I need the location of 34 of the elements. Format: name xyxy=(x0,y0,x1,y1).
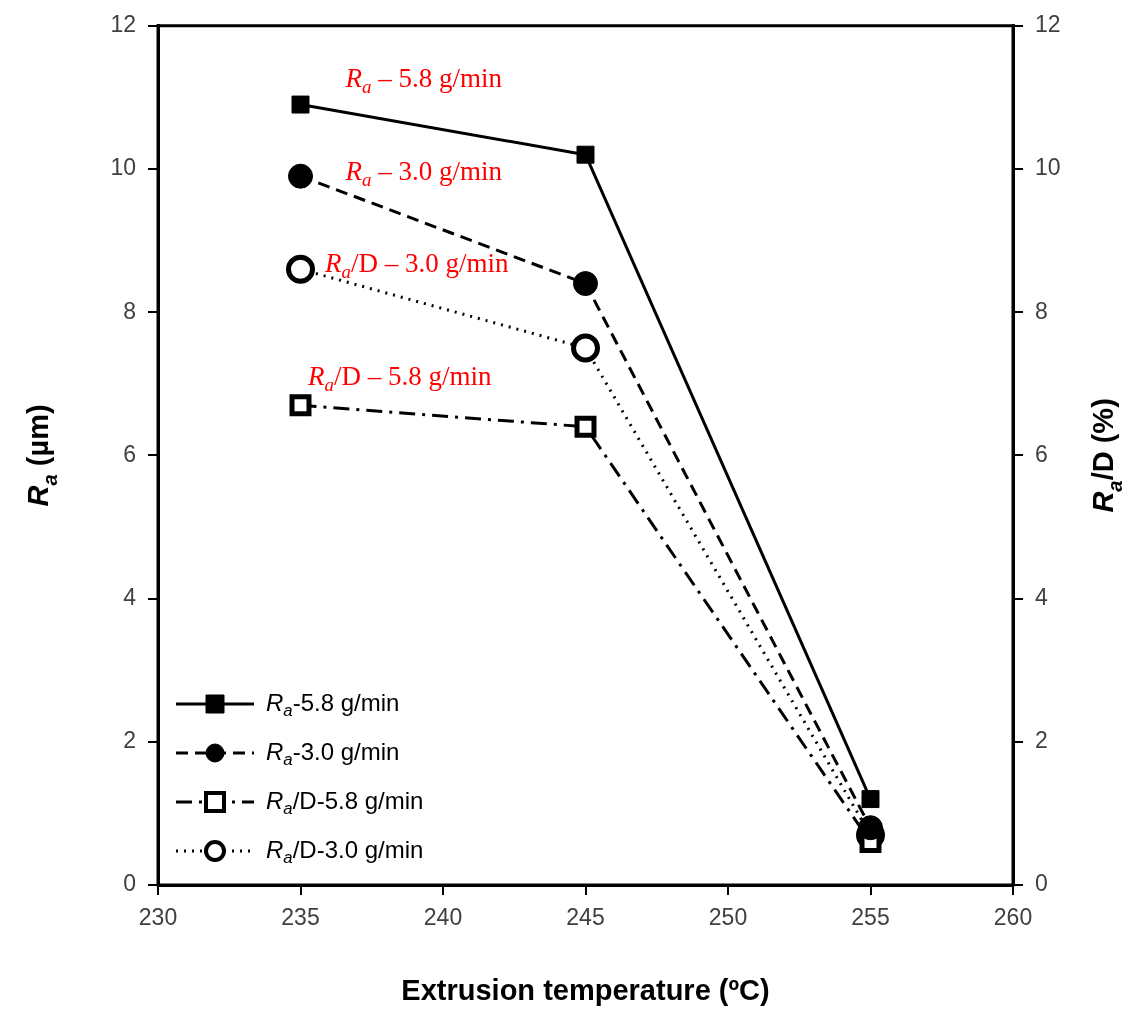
y2-tick-label: 8 xyxy=(1035,297,1048,324)
y-tick-label: 4 xyxy=(123,583,137,610)
point xyxy=(576,145,595,164)
y2-tick-label: 6 xyxy=(1035,440,1048,467)
x-tick-label: 240 xyxy=(423,904,463,931)
x-tick-label: 255 xyxy=(851,904,890,931)
point xyxy=(289,394,312,417)
x-axis-title: Extrusion temperature (ºC) xyxy=(401,974,770,1006)
y2-tick-label: 2 xyxy=(1035,727,1048,754)
y-tick-label: 6 xyxy=(123,440,136,467)
y2-tick-label: 4 xyxy=(1035,583,1048,610)
point xyxy=(571,333,600,363)
y-tick-label: 2 xyxy=(123,727,136,754)
point xyxy=(861,790,880,809)
y2-tick-label: 10 xyxy=(1035,154,1061,181)
point xyxy=(286,254,315,284)
point xyxy=(291,95,310,114)
point xyxy=(858,815,883,841)
x-tick-label: 235 xyxy=(281,904,320,931)
y2-axis-title: Ra/D (%) xyxy=(1087,398,1126,513)
point xyxy=(288,163,313,189)
x-tick-label: 230 xyxy=(138,904,178,931)
y-axis-title: Ra (µm) xyxy=(22,404,61,507)
y-tick-label: 0 xyxy=(123,870,136,897)
y-tick-label: 8 xyxy=(123,297,136,324)
x-tick-label: 250 xyxy=(708,904,748,931)
x-tick-label: 260 xyxy=(993,904,1033,931)
point xyxy=(573,271,598,297)
x-tick-label: 245 xyxy=(566,904,605,931)
point xyxy=(574,415,597,438)
y2-tick-label: 0 xyxy=(1035,870,1048,897)
y-tick-label: 12 xyxy=(110,11,136,38)
y-tick-label: 10 xyxy=(110,154,136,181)
y2-tick-label: 12 xyxy=(1035,11,1061,38)
